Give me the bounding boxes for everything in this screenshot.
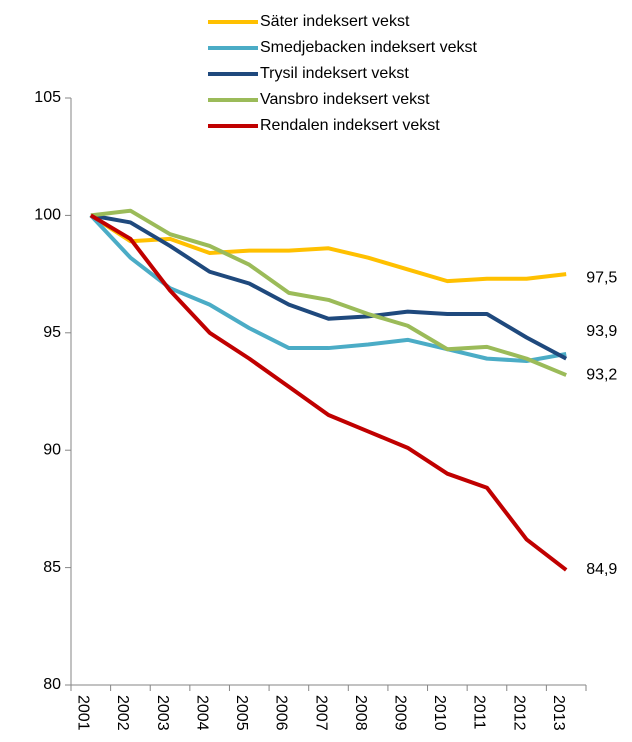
x-tick-label: 2002 <box>114 695 131 731</box>
legend-label: Vansbro indeksert vekst <box>260 91 430 108</box>
x-tick-label: 2011 <box>471 695 488 730</box>
series-line <box>90 213 568 361</box>
y-tick-label: 90 <box>43 441 61 458</box>
x-tick-label: 2006 <box>273 695 290 731</box>
y-tick-label: 95 <box>43 324 61 341</box>
y-tick-label: 105 <box>34 89 61 106</box>
y-tick-label: 85 <box>43 559 61 576</box>
x-tick-label: 2008 <box>352 695 369 731</box>
value-label: 93,2 <box>586 366 617 383</box>
legend-label: Smedjebacken indeksert vekst <box>260 39 478 56</box>
value-label: 84,9 <box>586 561 617 578</box>
series-line <box>89 213 568 572</box>
y-tick-label: 100 <box>34 207 61 224</box>
legend-label: Säter indeksert vekst <box>260 13 410 30</box>
x-tick-label: 2009 <box>391 695 408 731</box>
legend-label: Trysil indeksert vekst <box>260 65 409 82</box>
series-line <box>90 208 567 377</box>
x-tick-label: 2010 <box>431 695 448 731</box>
x-tick-label: 2005 <box>233 695 250 731</box>
value-label: 93,9 <box>586 323 617 340</box>
legend-label: Rendalen indeksert vekst <box>260 117 440 134</box>
series-line <box>89 213 567 284</box>
value-label: 97,5 <box>586 269 617 286</box>
x-tick-label: 2007 <box>312 695 329 731</box>
x-tick-label: 2013 <box>550 695 567 731</box>
series-line <box>89 214 567 363</box>
x-tick-label: 2004 <box>193 695 210 731</box>
y-tick-label: 80 <box>43 676 61 693</box>
x-tick-label: 2003 <box>154 695 171 731</box>
x-tick-label: 2001 <box>75 695 92 731</box>
x-tick-label: 2012 <box>510 695 527 731</box>
